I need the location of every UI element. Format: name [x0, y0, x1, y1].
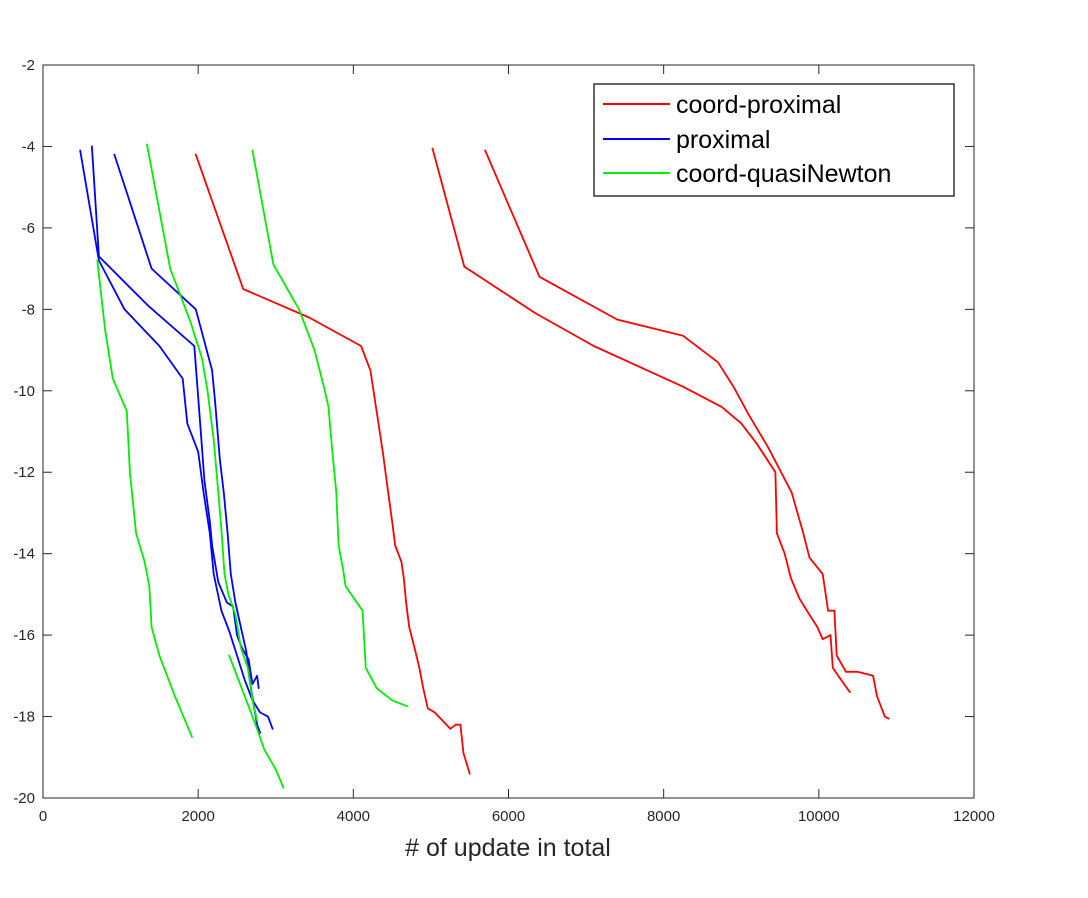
series-line-coord-quasinewton	[146, 143, 259, 722]
series-line-proximal	[91, 145, 260, 689]
legend: coord-proximal proximal coord-quasiNewto…	[593, 83, 955, 197]
series-line-coord-quasinewton	[251, 149, 409, 708]
y-tick-label: -6	[22, 220, 35, 237]
y-tick-label: -16	[13, 627, 35, 644]
axis-ticks: 0 2000 4000 6000 8000 10000 12000 -2 -4 -6 -8 -10 -1…	[13, 57, 995, 825]
series-line-coord-quasinewton	[228, 654, 285, 789]
y-tick-label: -14	[13, 546, 35, 563]
x-tick-label: 8000	[647, 808, 680, 825]
series-line-coord-proximal	[431, 147, 851, 693]
series-line-coord-proximal	[194, 153, 471, 775]
series-line-coord-proximal	[484, 149, 890, 720]
x-tick-label: 0	[39, 808, 47, 825]
x-tick-label: 6000	[492, 808, 525, 825]
x-tick-label: 10000	[798, 808, 840, 825]
y-tick-label: -8	[22, 301, 35, 318]
y-tick-label: -2	[22, 57, 35, 74]
x-tick-label: 12000	[953, 808, 995, 825]
x-tick-label: 2000	[181, 808, 214, 825]
y-tick-label: -10	[13, 383, 35, 400]
y-tick-label: -4	[22, 138, 35, 155]
y-tick-label: -20	[13, 790, 35, 807]
y-tick-label: -12	[13, 464, 35, 481]
y-tick-label: -18	[13, 709, 35, 726]
series-layer	[79, 143, 890, 789]
x-tick-label: 4000	[337, 808, 370, 825]
legend-label-proximal: proximal	[676, 126, 770, 154]
legend-label-coord-quasinewton: coord-quasiNewton	[676, 160, 891, 188]
series-line-coord-quasinewton	[96, 259, 193, 738]
x-axis-label: # of update in total	[405, 834, 611, 862]
legend-label-coord-proximal: coord-proximal	[676, 91, 841, 119]
